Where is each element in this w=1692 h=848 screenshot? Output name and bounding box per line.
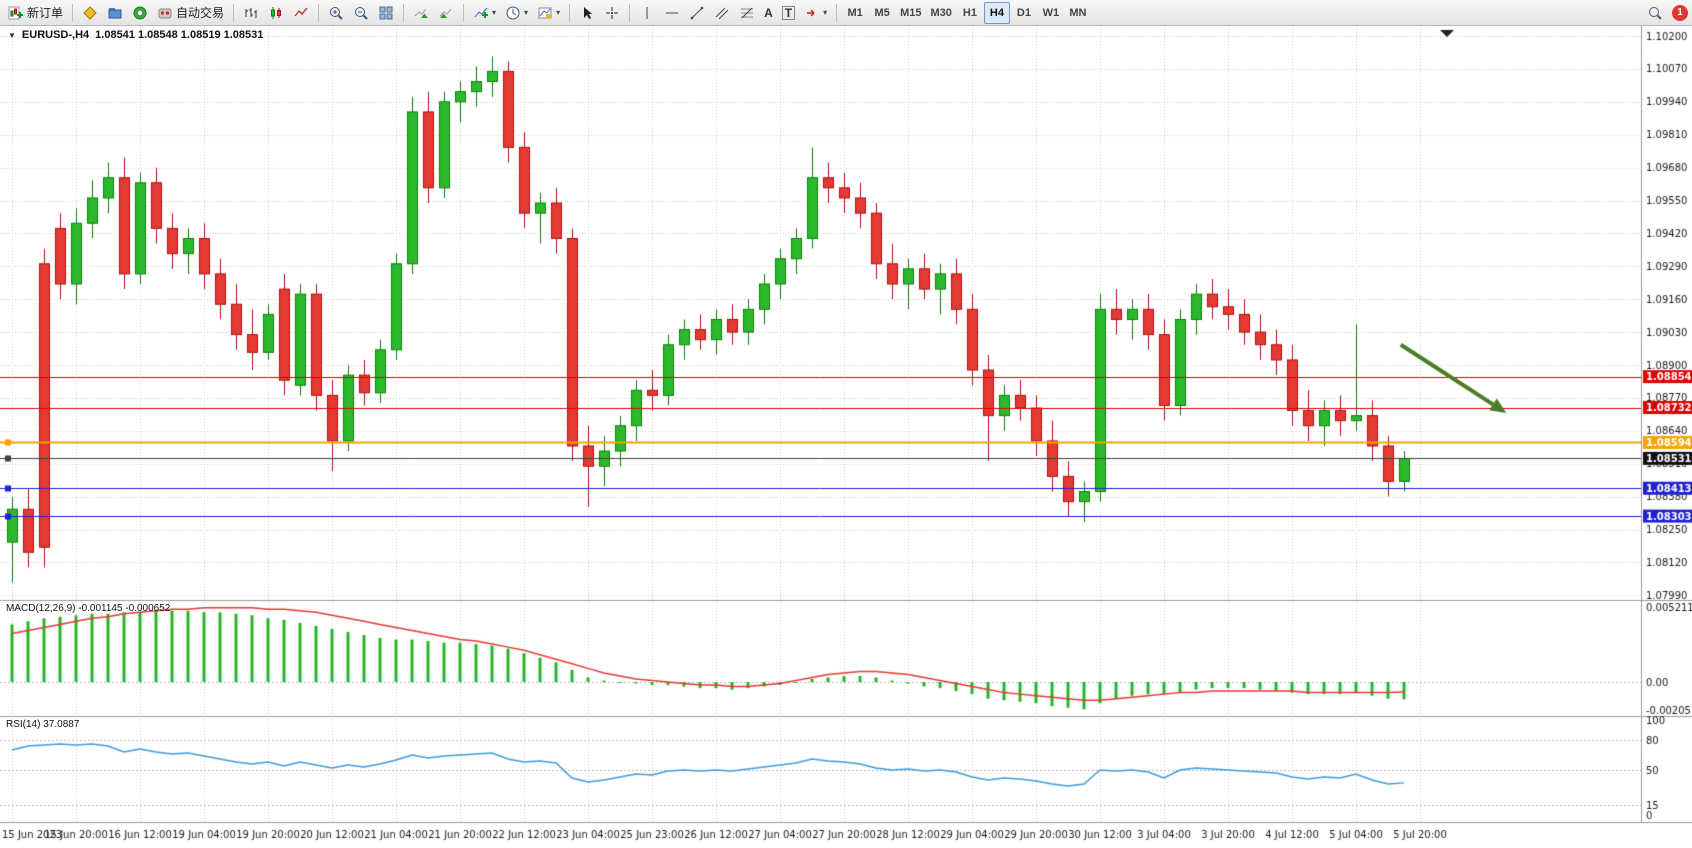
toolbar-separator [463,3,465,22]
clock-icon [505,5,521,21]
dropdown-caret-icon: ▾ [524,7,529,17]
bar-chart-button[interactable] [239,2,263,24]
autotrading-icon [157,5,173,21]
fibonacci-icon [739,5,755,21]
candlestick-chart-icon [268,5,284,21]
timeframe-m15-button[interactable]: M15 [896,2,925,24]
timeframe-w1-button[interactable]: W1 [1038,2,1064,24]
label-tool-icon: T [781,5,796,20]
text-tool-button[interactable]: A [760,2,777,24]
tile-windows-button[interactable] [374,2,398,24]
timeframe-h4-button[interactable]: H4 [983,1,1010,24]
toolbar-separator [233,3,235,22]
dropdown-caret-icon: ▾ [823,7,828,17]
templates-icon [537,5,553,21]
notification-badge[interactable]: 1 [1672,4,1688,21]
indicators-button[interactable]: ▾ [469,2,500,24]
profiles-button[interactable] [103,2,127,24]
new-order-label: 新订单 [27,6,64,20]
autotrading-label: 自动交易 [176,6,225,20]
search-button[interactable] [1643,2,1667,24]
cursor-icon [579,5,595,21]
candlestick-chart-button[interactable] [264,2,288,24]
arrows-tool-button[interactable]: ▾ [800,2,831,24]
chart-shift-button[interactable] [434,2,458,24]
crosshair-icon [604,5,620,21]
templates-button[interactable]: ▾ [533,2,564,24]
line-chart-button[interactable] [289,2,313,24]
toolbar-separator [629,3,631,22]
profiles-icon [107,5,123,21]
zoom-out-icon [353,5,369,21]
text-tool-icon: A [764,5,773,20]
new-order-icon [8,5,24,21]
timeframe-m1-button[interactable]: M1 [842,2,868,24]
zoom-in-button[interactable] [324,2,348,24]
autotrading-button[interactable]: 自动交易 [153,2,228,24]
timeframe-mn-button[interactable]: MN [1065,2,1091,24]
new-order-button[interactable]: 新订单 [4,2,67,24]
line-chart-icon [293,5,309,21]
chart-canvas[interactable] [0,26,1692,848]
refresh-icon [132,5,148,21]
timeframe-d1-button[interactable]: D1 [1011,2,1037,24]
main-toolbar: 新订单 自动交易 ▾ ▾ ▾ A T ▾ M1 M5 M15 M30 H1 H4… [0,0,1692,26]
dropdown-caret-icon: ▾ [492,7,497,17]
label-tool-button[interactable]: T [778,2,799,24]
horizontal-line-icon [664,5,680,21]
zoom-out-button[interactable] [349,2,373,24]
tile-windows-icon [378,5,394,21]
metaeditor-button[interactable] [78,2,102,24]
timeframe-m5-button[interactable]: M5 [869,2,895,24]
chart-shift-icon [438,5,454,21]
channel-icon [714,5,730,21]
horizontal-line-button[interactable] [660,2,684,24]
zoom-in-icon [328,5,344,21]
dropdown-caret-icon: ▾ [556,7,561,17]
auto-scroll-icon [413,5,429,21]
auto-scroll-button[interactable] [409,2,433,24]
trendline-icon [689,5,705,21]
refresh-button[interactable] [128,2,152,24]
toolbar-separator [403,3,405,22]
toolbar-separator [836,3,838,22]
arrows-tool-icon [804,5,820,21]
toolbar-separator [72,3,74,22]
indicators-icon [473,5,489,21]
vertical-line-icon [639,5,655,21]
toolbar-separator [569,3,571,22]
crosshair-button[interactable] [600,2,624,24]
fibonacci-button[interactable] [735,2,759,24]
chart-window: ▼ EURUSD-,H4 1.08541 1.08548 1.08519 1.0… [0,26,1692,848]
timeframe-h1-button[interactable]: H1 [957,2,983,24]
cursor-button[interactable] [575,2,599,24]
search-icon [1647,5,1663,21]
vertical-line-button[interactable] [635,2,659,24]
timeframe-m30-button[interactable]: M30 [927,2,956,24]
metaeditor-icon [82,5,98,21]
trendline-button[interactable] [685,2,709,24]
channel-button[interactable] [710,2,734,24]
bar-chart-icon [243,5,259,21]
toolbar-separator [318,3,320,22]
periods-button[interactable]: ▾ [501,2,532,24]
